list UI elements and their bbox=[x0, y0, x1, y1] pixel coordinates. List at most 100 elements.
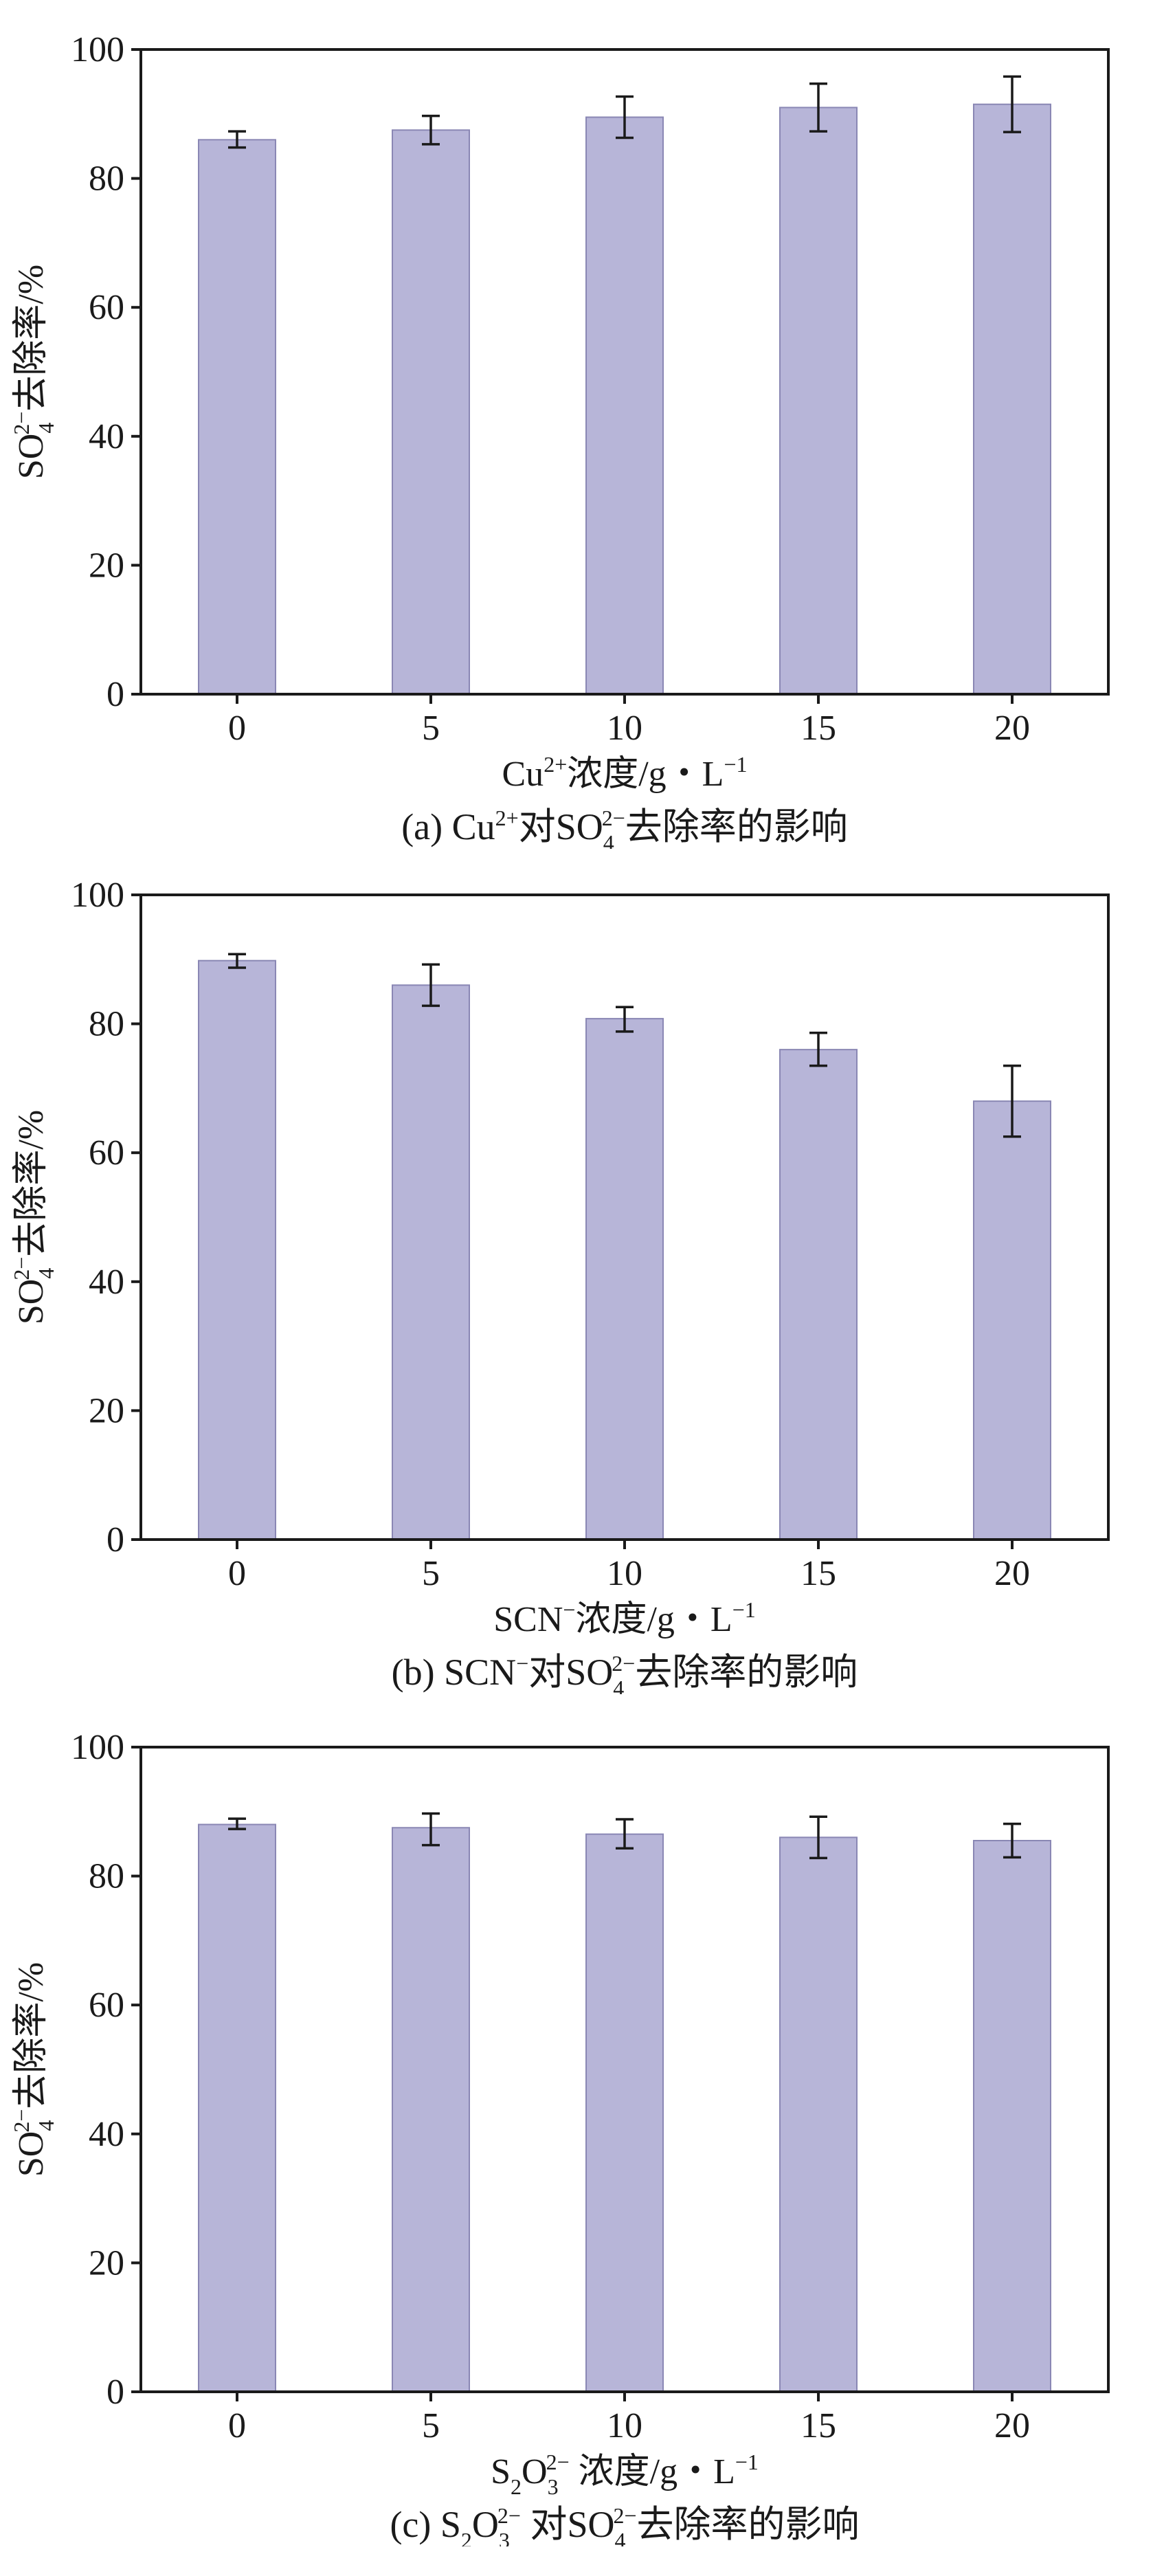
error-bar-group bbox=[228, 953, 1021, 1138]
caption-part: (a) Cu bbox=[401, 806, 495, 847]
error-bar-15 bbox=[809, 1031, 827, 1067]
caption-part: 对SO bbox=[519, 806, 603, 847]
bar-10 bbox=[585, 1833, 664, 2392]
y-tick-label: 100 bbox=[71, 1728, 124, 1767]
bar-10 bbox=[585, 1018, 664, 1540]
y-axis-title: SO42−去除率/% bbox=[9, 1962, 58, 2177]
y-tick-label: 60 bbox=[89, 1133, 124, 1173]
x-title-part: 浓度/g・L bbox=[567, 755, 724, 794]
y-axis-ticks: 0 20 40 60 80 100 bbox=[71, 876, 141, 1559]
x-title-sub: 2 bbox=[511, 2474, 522, 2499]
error-bar-20 bbox=[1003, 1064, 1021, 1138]
bar-5 bbox=[392, 984, 470, 1540]
bar-group bbox=[198, 959, 1051, 1541]
y-tick-label: 0 bbox=[107, 675, 124, 714]
bar-0 bbox=[198, 1823, 276, 2392]
x-tick-label: 10 bbox=[607, 709, 642, 748]
y-title-sub: 4 bbox=[34, 1268, 58, 1279]
x-axis-ticks: 0 5 10 15 20 bbox=[228, 694, 1030, 748]
bar-group bbox=[198, 103, 1051, 696]
bar-5 bbox=[392, 1827, 470, 2392]
caption-part: 对SO bbox=[528, 1652, 613, 1693]
caption-sub: 4 bbox=[603, 830, 614, 849]
y-tick-label: 100 bbox=[71, 30, 124, 69]
bar-20 bbox=[973, 1100, 1051, 1541]
x-tick-label: 0 bbox=[228, 2406, 246, 2445]
y-tick-label: 0 bbox=[107, 2373, 124, 2412]
y-axis-ticks: 0 20 40 60 80 100 bbox=[71, 1728, 141, 2412]
bar-5 bbox=[392, 129, 470, 695]
y-title-part: 去除率/% bbox=[12, 1110, 51, 1257]
y-title-part: SO bbox=[12, 1279, 51, 1324]
error-bar-5 bbox=[422, 1812, 440, 1847]
x-axis-title: Cu2+浓度/g・L−1 bbox=[502, 752, 748, 794]
y-tick-label: 20 bbox=[89, 546, 124, 585]
caption-sub: 4 bbox=[615, 2528, 626, 2546]
x-tick-label: 20 bbox=[994, 1554, 1030, 1593]
x-axis-ticks: 0 5 10 15 20 bbox=[228, 2392, 1030, 2445]
y-tick-label: 80 bbox=[89, 1857, 124, 1896]
error-bar-5 bbox=[422, 963, 440, 1008]
y-tick-label: 60 bbox=[89, 1986, 124, 2025]
bar-group bbox=[198, 1823, 1051, 2392]
bar-15 bbox=[779, 107, 858, 696]
error-bar-group bbox=[228, 1812, 1021, 1860]
caption-part: O bbox=[472, 2504, 499, 2545]
bar-20 bbox=[973, 103, 1051, 696]
chart-caption: (a) Cu2+对SO42−去除率的影响 bbox=[401, 806, 848, 849]
y-tick-label: 20 bbox=[89, 1391, 124, 1430]
caption-sup: − bbox=[516, 1651, 528, 1676]
error-bar-0 bbox=[228, 1817, 246, 1830]
x-tick-label: 5 bbox=[422, 2406, 440, 2445]
error-bar-20 bbox=[1003, 1822, 1021, 1859]
y-axis-title: SO42−去除率/% bbox=[9, 265, 58, 479]
chart-caption: (b) SCN−对SO42−去除率的影响 bbox=[392, 1651, 858, 1694]
y-title-part: SO bbox=[12, 434, 51, 479]
caption-sup: 2+ bbox=[495, 806, 519, 830]
caption-part: (b) SCN bbox=[392, 1652, 517, 1693]
x-tick-label: 15 bbox=[801, 2406, 836, 2445]
x-tick-label: 15 bbox=[801, 1554, 836, 1593]
x-tick-label: 5 bbox=[422, 709, 440, 748]
x-axis-ticks: 0 5 10 15 20 bbox=[228, 1540, 1030, 1593]
error-bar-10 bbox=[616, 1818, 634, 1850]
y-axis-title: SO42−去除率/% bbox=[9, 1110, 58, 1324]
x-title-part: SCN bbox=[493, 1600, 563, 1639]
y-title-sup: 2− bbox=[9, 412, 34, 435]
x-tick-label: 20 bbox=[994, 709, 1030, 748]
x-title-sup: − bbox=[563, 1597, 575, 1622]
x-tick-label: 10 bbox=[607, 1554, 642, 1593]
caption-part: 对SO bbox=[521, 2504, 615, 2545]
error-bar-5 bbox=[422, 114, 440, 146]
caption-sub: 2 bbox=[461, 2528, 472, 2546]
y-title-sup: 2− bbox=[9, 2109, 34, 2133]
caption-sup: 2− bbox=[497, 2503, 521, 2528]
x-tick-label: 5 bbox=[422, 1554, 440, 1593]
bar-15 bbox=[779, 1836, 858, 2392]
y-axis-ticks: 0 20 40 60 80 100 bbox=[71, 30, 141, 714]
y-tick-label: 40 bbox=[89, 417, 124, 456]
x-title-sup: 2− bbox=[546, 2450, 570, 2474]
x-title-part: Cu bbox=[502, 755, 544, 794]
y-title-part: 去除率/% bbox=[12, 265, 51, 412]
caption-sub: 3 bbox=[499, 2528, 510, 2546]
y-title-sub: 4 bbox=[34, 2120, 58, 2131]
y-tick-label: 100 bbox=[71, 876, 124, 915]
x-title-part: O bbox=[522, 2452, 548, 2491]
caption-sup: 2− bbox=[614, 2503, 637, 2528]
caption-sup: 2− bbox=[602, 806, 625, 830]
bar-15 bbox=[779, 1049, 858, 1540]
y-title-sub: 4 bbox=[34, 423, 58, 434]
x-title-part: 浓度/g・L bbox=[570, 2452, 735, 2491]
caption-part: 去除率的影响 bbox=[625, 806, 848, 847]
y-title-sup: 2− bbox=[9, 1257, 34, 1280]
x-tick-label: 0 bbox=[228, 709, 246, 748]
error-bar-15 bbox=[809, 1815, 827, 1860]
x-tick-label: 10 bbox=[607, 2406, 642, 2445]
x-axis-title: SCN−浓度/g・L−1 bbox=[493, 1597, 755, 1639]
caption-part: 去除率的影响 bbox=[637, 2504, 860, 2545]
